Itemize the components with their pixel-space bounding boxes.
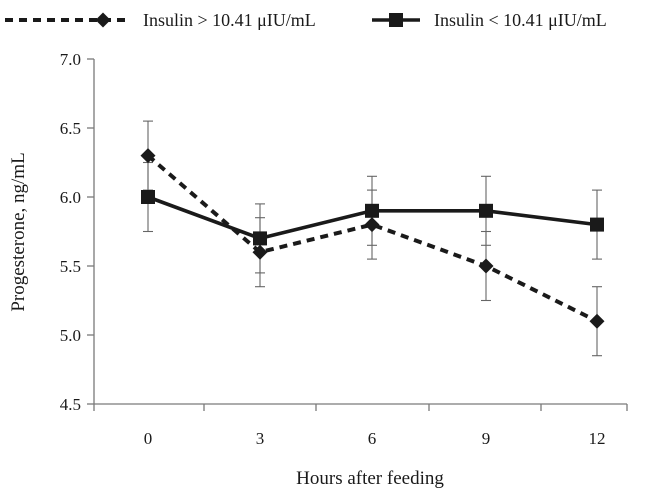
- error-bars: [143, 120, 602, 357]
- square-marker: [590, 217, 604, 232]
- x-tick-label: 12: [589, 429, 606, 448]
- diamond-marker: [252, 244, 268, 260]
- y-axis-title: Progesterone, ng/mL: [8, 152, 29, 311]
- x-axis-ticks: 0 3 6 9 12: [93, 404, 628, 448]
- diamond-marker: [478, 258, 494, 274]
- x-tick-label: 6: [368, 429, 377, 448]
- square-marker: [141, 190, 155, 204]
- y-axis-ticks: 4.5 5.0 5.5 6.0 6.5 7.0: [60, 50, 94, 414]
- square-marker: [365, 203, 379, 218]
- legend-item: Insulin > 10.41 μIU/mL: [5, 10, 316, 30]
- diamond-marker: [95, 12, 111, 28]
- square-marker: [253, 231, 267, 246]
- x-tick-label: 3: [256, 429, 265, 448]
- diamond-marker: [589, 313, 605, 329]
- y-tick-label: 5.0: [60, 326, 81, 345]
- y-tick-label: 5.5: [60, 257, 81, 276]
- diamond-marker: [364, 217, 380, 233]
- y-tick-label: 4.5: [60, 395, 81, 414]
- legend-label: Insulin > 10.41 μIU/mL: [143, 10, 316, 30]
- x-axis-title: Hours after feeding: [296, 468, 444, 489]
- axes: [93, 59, 627, 405]
- series-markers: [140, 148, 605, 329]
- x-tick-label: 0: [144, 429, 153, 448]
- series-line-dashed: [146, 154, 598, 323]
- legend-item: Insulin < 10.41 μIU/mL: [372, 10, 607, 30]
- square-marker: [479, 203, 493, 218]
- diamond-marker: [140, 148, 156, 164]
- y-tick-label: 6.0: [60, 188, 81, 207]
- square-marker: [389, 13, 403, 27]
- legend: Insulin > 10.41 μIU/mL Insulin < 10.41 μI…: [5, 10, 607, 30]
- y-tick-label: 7.0: [60, 50, 81, 69]
- y-tick-label: 6.5: [60, 119, 81, 138]
- legend-label: Insulin < 10.41 μIU/mL: [434, 10, 607, 30]
- x-tick-label: 9: [482, 429, 491, 448]
